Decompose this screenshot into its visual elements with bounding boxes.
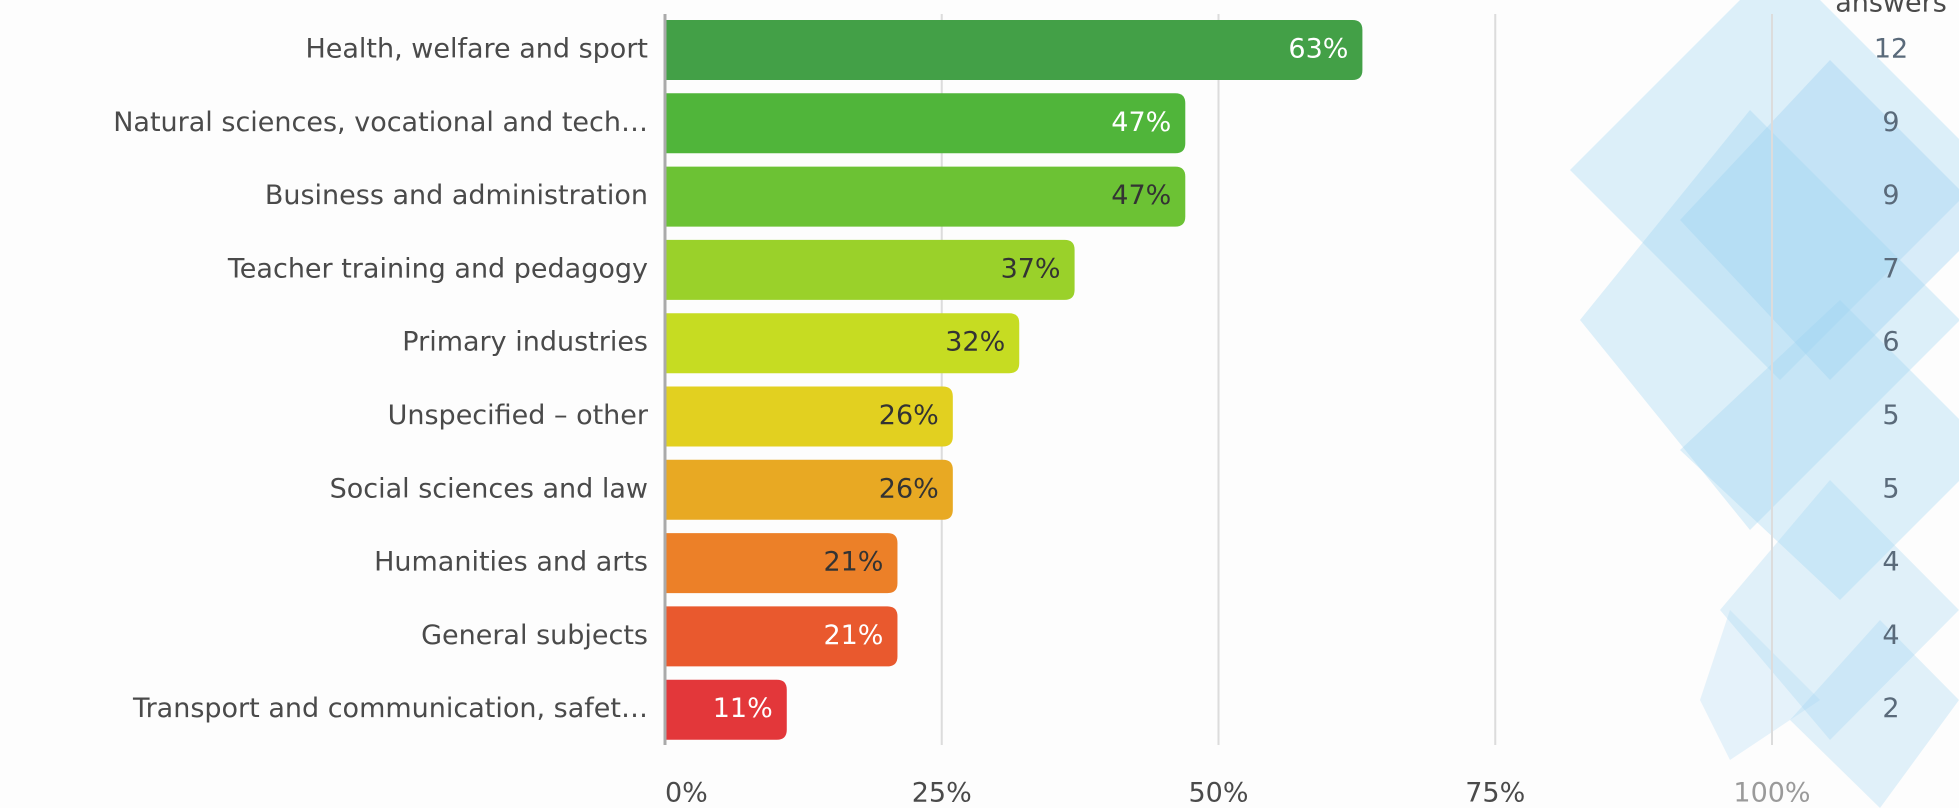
answers-value: 6: [1882, 327, 1899, 358]
chart: answers 0% 25% 50% 75% 100% Health, welfare a…: [0, 0, 1959, 808]
value-label: 26%: [879, 400, 939, 431]
answers-value: 5: [1882, 473, 1899, 504]
y-tick-label: Humanities and arts: [374, 547, 648, 578]
bar: [665, 93, 1185, 153]
bar: [665, 20, 1362, 80]
value-label: 11%: [713, 693, 773, 724]
y-tick-label: Business and administration: [265, 180, 648, 211]
x-tick-label: 75%: [1465, 778, 1525, 808]
x-tick-label: 50%: [1188, 778, 1248, 808]
x-tick-label: 25%: [912, 778, 972, 808]
value-label: 21%: [823, 547, 883, 578]
background-decoration: [1570, 0, 1959, 808]
answers-value: 4: [1882, 620, 1899, 651]
value-label: 21%: [823, 620, 883, 651]
y-tick-label: Teacher training and pedagogy: [227, 253, 648, 284]
x-tick-label: 0%: [665, 778, 708, 808]
y-tick-label: Transport and communication, safet…: [132, 693, 648, 724]
bar: [665, 167, 1185, 227]
answers-value: 7: [1882, 253, 1899, 284]
value-label: 47%: [1111, 107, 1171, 138]
answers-value: 12: [1874, 34, 1908, 65]
answers-value: 2: [1882, 693, 1899, 724]
x-tick-label: 100%: [1733, 778, 1810, 808]
value-label: 26%: [879, 473, 939, 504]
answers-value: 9: [1882, 180, 1899, 211]
answers-value: 4: [1882, 547, 1899, 578]
y-tick-label: Health, welfare and sport: [305, 34, 648, 65]
answers-value: 5: [1882, 400, 1899, 431]
value-label: 32%: [945, 327, 1005, 358]
y-tick-label: Social sciences and law: [330, 473, 648, 504]
y-tick-label: Primary industries: [402, 327, 648, 358]
answers-header: answers: [1835, 0, 1947, 19]
y-tick-label: Unspecified – other: [388, 400, 649, 431]
y-tick-label: General subjects: [421, 620, 648, 651]
value-label: 63%: [1288, 34, 1348, 65]
y-tick-label: Natural sciences, vocational and tech…: [113, 107, 648, 138]
value-label: 47%: [1111, 180, 1171, 211]
value-label: 37%: [1001, 253, 1061, 284]
answers-value: 9: [1882, 107, 1899, 138]
